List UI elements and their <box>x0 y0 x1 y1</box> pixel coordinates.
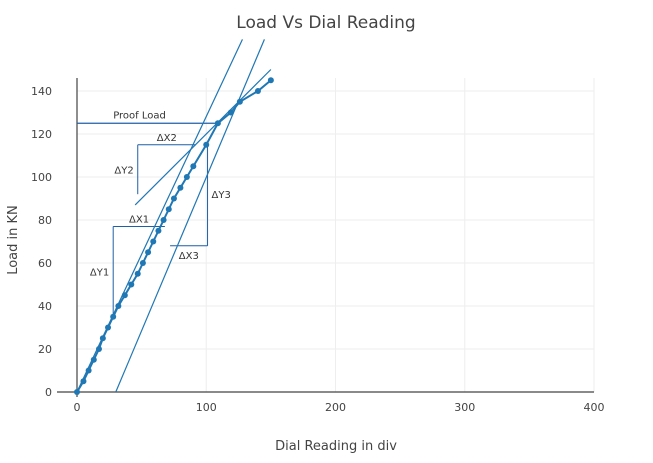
delta-x-label: ΔX1 <box>129 214 149 225</box>
delta-x-label: ΔX2 <box>157 133 177 144</box>
data-point <box>190 163 197 170</box>
series-line <box>76 79 272 393</box>
data-point <box>165 206 172 213</box>
data-point <box>128 281 135 288</box>
x-tick-label: 200 <box>325 401 346 414</box>
data-point <box>90 356 97 363</box>
series-layer <box>74 39 274 395</box>
tick-layer: 0 20 40 60 80 100 120 140 0 100 200 300 400 <box>31 85 605 414</box>
y-axis-title: Load in KN <box>6 205 21 275</box>
x-tick-label: 400 <box>584 401 605 414</box>
data-point <box>121 292 128 299</box>
data-point <box>105 324 112 331</box>
proof-load-label: Proof Load <box>113 110 166 121</box>
delta-x-label: ΔX3 <box>179 251 199 262</box>
data-point <box>74 389 80 395</box>
data-point <box>227 109 234 116</box>
annotation-layer: Proof Load ΔX1 ΔY1 ΔX2 ΔY2 ΔX3 ΔY3 <box>77 110 231 317</box>
x-tick-label: 300 <box>454 401 475 414</box>
data-point <box>115 303 122 309</box>
data-point <box>236 98 243 105</box>
data-point <box>267 77 274 84</box>
data-point <box>160 217 167 223</box>
y-tick-label: 40 <box>38 300 52 313</box>
data-point <box>155 227 162 234</box>
x-axis-title: Dial Reading in div <box>275 439 397 454</box>
y-tick-label: 140 <box>31 85 52 98</box>
data-point <box>150 238 157 245</box>
data-point <box>145 249 152 256</box>
data-point <box>254 88 261 94</box>
data-point <box>203 141 210 148</box>
data-point <box>95 346 102 352</box>
axes-layer <box>57 78 594 397</box>
data-point <box>134 270 141 277</box>
data-point <box>170 195 177 202</box>
tangent-line <box>115 39 265 392</box>
y-tick-label: 100 <box>31 171 52 184</box>
data-point <box>177 184 184 191</box>
y-tick-label: 80 <box>38 214 52 227</box>
data-point <box>214 120 221 127</box>
y-tick-label: 60 <box>38 257 52 270</box>
tangent-line <box>134 69 272 206</box>
x-tick-label: 100 <box>196 401 217 414</box>
delta-y-label: ΔY1 <box>90 268 109 279</box>
data-point <box>80 378 87 385</box>
x-tick-label: 0 <box>74 401 81 414</box>
y-tick-label: 0 <box>45 386 52 399</box>
grid-layer <box>77 78 595 392</box>
delta-y-label: ΔY2 <box>114 165 133 176</box>
chart-title: Load Vs Dial Reading <box>236 13 415 33</box>
delta-y-label: ΔY3 <box>212 190 231 201</box>
data-point <box>139 260 146 266</box>
data-point <box>85 367 92 374</box>
data-point <box>183 174 190 180</box>
data-point <box>99 335 106 342</box>
y-tick-label: 20 <box>38 343 52 356</box>
y-tick-label: 120 <box>31 128 52 141</box>
data-point <box>110 313 117 320</box>
